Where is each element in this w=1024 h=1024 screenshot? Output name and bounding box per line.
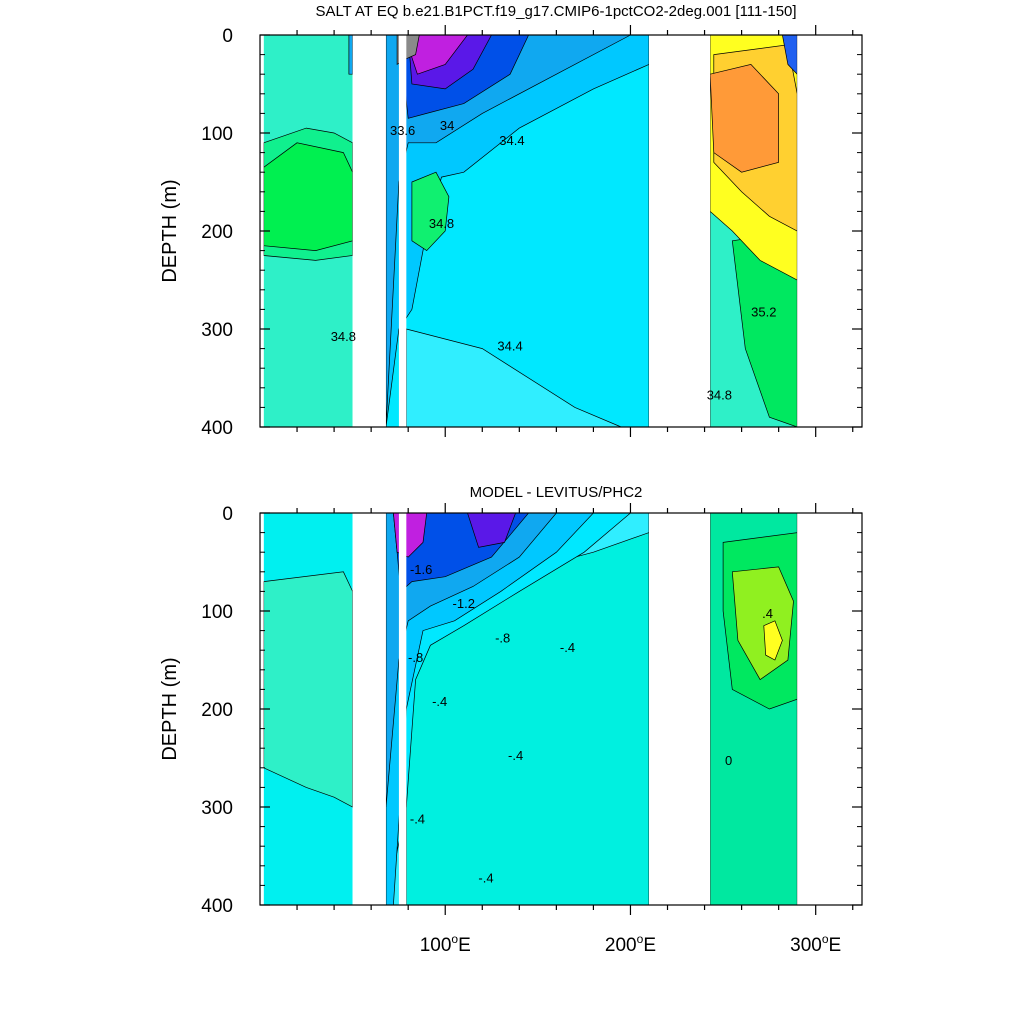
contour-region	[763, 620, 783, 661]
y-tick-label: 400	[201, 896, 233, 917]
contour-label: 34.4	[499, 133, 524, 148]
contour-labels: -1.6 -1.2 -.8 -.4 -.8 -.4 -.4 -.4 -.4 .4 0	[408, 562, 773, 886]
contour-label: 34.8	[707, 388, 732, 403]
axes: 0 100 200 300 400 100oE 200oE 300oE	[201, 503, 863, 956]
contour-fill	[263, 34, 798, 428]
contour-region	[709, 64, 779, 173]
contour-label: .4	[762, 606, 773, 621]
contour-region	[263, 571, 353, 808]
y-tick-label: 200	[201, 700, 233, 721]
contour-label: 34.8	[429, 216, 454, 231]
contour-labels: 33.6 34 34.4 34.8 34.8 34.4 35.2 34.8	[331, 118, 777, 403]
x-tick-label: 200oE	[605, 932, 656, 956]
contour-label: -1.2	[453, 596, 475, 611]
contour-region	[348, 34, 353, 75]
y-tick-label: 300	[201, 320, 233, 341]
y-tick-label: 300	[201, 798, 233, 819]
contour-label: 34.8	[331, 329, 356, 344]
contour-label: 33.6	[390, 123, 415, 138]
land-gap	[352, 35, 386, 427]
land-gap	[398, 513, 407, 905]
land-gap	[797, 513, 862, 905]
contour-label: -.8	[408, 650, 423, 665]
contour-region	[263, 142, 353, 251]
contour-label: 34.4	[497, 339, 522, 354]
contour-label: -1.6	[410, 562, 432, 577]
difference-panel: MODEL - LEVITUS/PHC2 DEPTH (m) -1.6-1.2-…	[159, 484, 863, 956]
y-tick-label: 400	[201, 418, 233, 439]
land-gap	[648, 35, 711, 427]
land-mask	[260, 35, 862, 427]
land-gap	[398, 35, 407, 427]
contour-label: 35.2	[751, 304, 776, 319]
y-tick-label: 0	[222, 504, 233, 525]
y-axis-label: DEPTH (m)	[159, 657, 181, 760]
land-gap	[797, 35, 862, 427]
y-tick-label: 100	[201, 124, 233, 145]
salinity-panel: SALT AT EQ b.e21.B1PCT.f19_g17.CMIP6-1pc…	[159, 3, 863, 439]
x-tick-label: 100oE	[420, 932, 471, 956]
contour-label: -.4	[478, 871, 493, 886]
contour-region	[411, 171, 450, 252]
contour-region	[385, 512, 558, 808]
y-tick-label: 100	[201, 602, 233, 623]
contour-label: -.4	[432, 694, 447, 709]
land-gap	[648, 513, 711, 905]
axes: 0 100 200 300 400	[201, 25, 863, 439]
y-tick-label: 200	[201, 222, 233, 243]
contour-label: -.4	[508, 748, 523, 763]
land-mask	[260, 513, 862, 905]
contour-label: -.4	[410, 812, 425, 827]
contour-label: -.4	[560, 640, 575, 655]
y-tick-label: 0	[222, 26, 233, 47]
y-axis-label: DEPTH (m)	[159, 179, 181, 282]
contour-fill	[263, 512, 798, 906]
land-gap	[352, 513, 386, 905]
contour-region	[385, 34, 631, 428]
panel-title: SALT AT EQ b.e21.B1PCT.f19_g17.CMIP6-1pc…	[315, 3, 796, 20]
contour-label: 34	[440, 118, 454, 133]
contour-label: 0	[725, 753, 732, 768]
x-tick-label: 300oE	[790, 932, 841, 956]
panel-title: MODEL - LEVITUS/PHC2	[470, 484, 643, 501]
contour-label: -.8	[495, 630, 510, 645]
